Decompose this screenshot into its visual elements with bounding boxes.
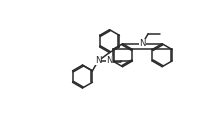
Text: N: N <box>139 39 146 48</box>
Text: N: N <box>95 56 101 65</box>
Text: N: N <box>106 56 113 65</box>
